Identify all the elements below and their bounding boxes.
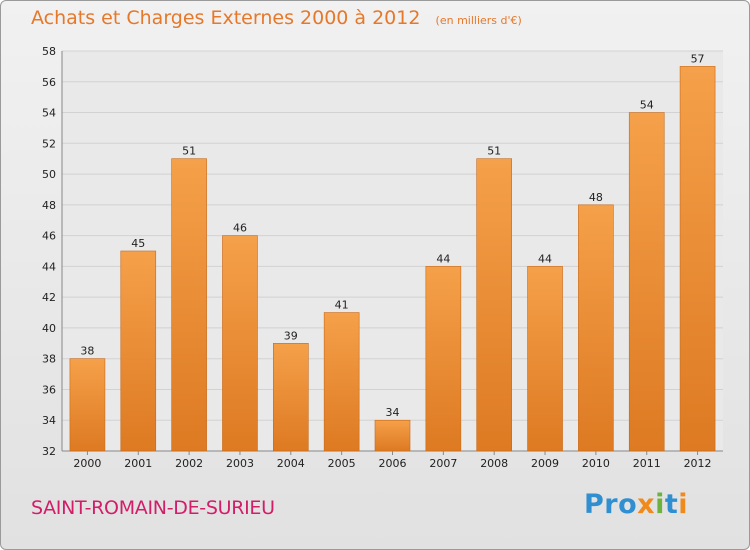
y-tick-label: 38 [42,353,56,366]
bar [171,158,207,452]
y-tick-label: 52 [42,137,56,150]
commune-name: SAINT-ROMAIN-DE-SURIEU [31,497,275,519]
x-tick-label: 2006 [379,457,407,470]
bar-value-label: 41 [335,299,349,312]
bar [679,66,716,452]
x-tick-label: 2009 [531,457,559,470]
y-tick-label: 54 [42,107,56,120]
bar [527,266,563,452]
x-tick-label: 2011 [633,457,661,470]
x-tick-label: 2008 [480,457,508,470]
y-tick-label: 56 [42,76,56,89]
x-tick-label: 2003 [226,457,254,470]
bar [273,343,309,452]
bar-value-label: 51 [182,145,196,158]
logo-part: t [664,489,679,520]
bar [323,312,360,452]
x-tick-label: 2007 [429,457,457,470]
y-tick-label: 40 [42,322,56,335]
bar-value-label: 51 [487,145,501,158]
x-tick-label: 2005 [328,457,356,470]
proxiti-logo: Proxiti [584,489,688,520]
x-tick-label: 2002 [175,457,203,470]
y-tick-label: 42 [42,291,56,304]
x-tick-label: 2004 [277,457,305,470]
logo-part: x [637,489,656,520]
chart-title: Achats et Charges Externes 2000 à 2012 [31,7,421,29]
bar-value-label: 44 [538,252,552,265]
bar [425,266,462,452]
bar [374,419,411,452]
logo-part: Pro [584,489,638,520]
bar [628,112,665,452]
y-tick-label: 44 [42,260,56,273]
chart-header: Achats et Charges Externes 2000 à 2012 (… [31,7,522,29]
bar-value-label: 46 [233,222,247,235]
logo-part: i [678,489,689,520]
bar-value-label: 48 [589,191,603,204]
logo-part: i [655,489,665,520]
bar [476,158,512,452]
plot-area [62,51,723,451]
x-tick-label: 2010 [582,457,610,470]
bar-value-label: 44 [436,252,450,265]
y-tick-label: 58 [42,45,56,58]
bar-value-label: 57 [691,52,705,65]
x-tick-label: 2001 [124,457,152,470]
bar-value-label: 54 [640,99,654,112]
bar [222,235,258,452]
bar-value-label: 38 [80,345,94,358]
bar [120,250,157,452]
bar [578,204,614,452]
y-tick-label: 36 [42,383,56,396]
bar-value-label: 39 [284,329,298,342]
y-tick-label: 48 [42,199,56,212]
y-tick-label: 34 [42,414,56,427]
y-tick-label: 50 [42,168,56,181]
bar-value-label: 34 [386,406,400,419]
bar-value-label: 45 [131,237,145,250]
x-tick-label: 2000 [73,457,101,470]
y-tick-label: 46 [42,230,56,243]
bar [69,358,106,452]
chart-unit: (en milliers d'€) [435,14,522,27]
x-tick-label: 2012 [684,457,712,470]
y-tick-label: 32 [42,445,56,458]
